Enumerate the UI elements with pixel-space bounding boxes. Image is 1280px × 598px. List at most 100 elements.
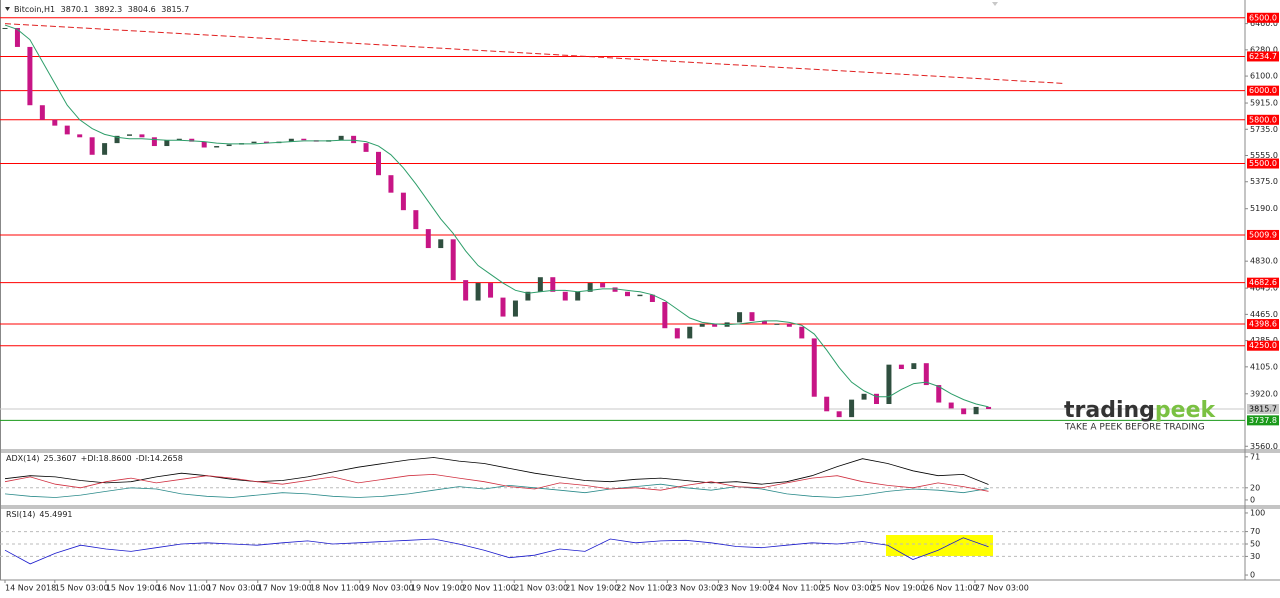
candle — [77, 134, 83, 138]
candle — [761, 320, 767, 324]
price-level-box — [1247, 85, 1279, 96]
price-level-box — [1247, 158, 1279, 169]
x-tick-label: 21 Nov 19:00 — [565, 584, 619, 593]
ohlc-value: 3870.1 — [61, 5, 89, 14]
candle — [861, 393, 867, 400]
candle — [288, 138, 294, 142]
y-tick-label: 4465.0 — [1250, 310, 1278, 319]
indicator-line — [4, 473, 989, 492]
candle — [52, 119, 58, 126]
symbol: Bitcoin,H1 — [14, 5, 55, 14]
y-tick-label: 4645.0 — [1250, 284, 1278, 293]
ohlc-value: 3815.7 — [161, 5, 189, 14]
y-tick-label: 5555.0 — [1250, 151, 1278, 160]
candle — [338, 135, 344, 141]
x-tick-label: 16 Nov 11:00 — [157, 584, 211, 593]
candle — [376, 151, 381, 176]
y-tick-label: 6280.0 — [1250, 45, 1278, 54]
candle — [849, 399, 855, 418]
candle — [774, 323, 780, 325]
candle — [637, 294, 643, 297]
price-level-label: 6500.0 — [1249, 13, 1277, 22]
candle — [39, 105, 45, 120]
price-level-box — [1247, 340, 1279, 351]
price-level-label: 6234.7 — [1249, 52, 1277, 61]
price-level-label: 3815.7 — [1249, 405, 1277, 414]
candle — [413, 210, 419, 230]
indicator-readout: -DI:14.2658 — [136, 454, 183, 463]
x-tick-label: 19 Nov 03:00 — [360, 584, 414, 593]
candle — [699, 323, 705, 327]
price-level-box — [1247, 404, 1279, 415]
x-tick-label: 25 Nov 19:00 — [872, 584, 926, 593]
candle — [836, 411, 842, 418]
candle — [687, 326, 693, 339]
y-tick-label: 4830.0 — [1250, 257, 1278, 266]
price-level-box — [1247, 114, 1279, 125]
shift-marker — [992, 2, 998, 6]
candle — [351, 135, 357, 144]
x-tick-label: 15 Nov 03:00 — [55, 584, 109, 593]
indicator-line — [4, 483, 989, 498]
x-tick-label: 17 Nov 19:00 — [258, 584, 312, 593]
y-tick-label: 5190.0 — [1250, 204, 1278, 213]
candle — [400, 192, 406, 211]
price-level-label: 5500.0 — [1249, 159, 1277, 168]
price-level-box — [1247, 51, 1279, 62]
candle — [226, 144, 232, 147]
x-tick-label: 27 Nov 03:00 — [975, 584, 1029, 593]
price-level-box — [1247, 415, 1279, 426]
candle — [139, 134, 145, 138]
logo: tradingpeek TAKE A PEEK BEFORE TRADING — [1064, 398, 1217, 433]
candle — [201, 141, 207, 148]
price-level-label: 3737.8 — [1249, 416, 1277, 425]
menu-arrow — [5, 7, 10, 11]
y-tick-label: 5735.0 — [1250, 125, 1278, 134]
candle — [575, 291, 581, 301]
candle — [550, 277, 556, 292]
candle — [874, 393, 879, 405]
y-tick-label: 0 — [1250, 571, 1255, 580]
indicator-readout: 25.3607 — [44, 454, 77, 463]
candle — [425, 229, 431, 249]
candle — [176, 138, 182, 141]
price-level-label: 4682.6 — [1249, 278, 1277, 287]
candle — [749, 312, 755, 321]
y-tick-label: 4285.0 — [1250, 336, 1278, 345]
candle — [674, 328, 680, 339]
candle — [898, 364, 904, 370]
x-tick-label: 23 Nov 03:00 — [667, 584, 721, 593]
indicator-header: ADX(14) 25.3607 +DI:18.8600 -DI:14.2658 — [6, 454, 183, 463]
candle — [625, 291, 630, 297]
candle — [102, 143, 108, 155]
candle — [263, 141, 269, 144]
candle — [475, 283, 481, 301]
candle — [525, 291, 531, 301]
price-level-label: 5009.9 — [1249, 230, 1277, 239]
candle — [388, 175, 394, 193]
indicator-readout: +DI:18.8600 — [81, 454, 132, 463]
candle — [14, 27, 20, 47]
y-tick-label: 50 — [1250, 540, 1260, 549]
x-tick-label: 19 Nov 19:00 — [411, 584, 465, 593]
candle — [824, 396, 830, 412]
logo-brand: tradingpeek — [1064, 398, 1217, 423]
price-level-label: 5800.0 — [1249, 115, 1277, 124]
x-tick-label: 22 Nov 11:00 — [616, 584, 670, 593]
candle — [114, 135, 120, 144]
price-level-box — [1247, 12, 1279, 23]
price-level-label: 4250.0 — [1249, 341, 1277, 350]
candle — [450, 239, 456, 281]
indicator-name: ADX(14) — [6, 454, 40, 463]
candle — [911, 363, 917, 370]
price-level-label: 6000.0 — [1249, 86, 1277, 95]
candle — [488, 283, 494, 298]
candle — [923, 363, 929, 386]
y-tick-label: 71 — [1250, 452, 1260, 461]
indicator-readout: 45.4991 — [39, 510, 72, 519]
candle — [587, 283, 593, 292]
logo-brand-main: trading — [1064, 398, 1155, 423]
candle — [301, 138, 307, 141]
